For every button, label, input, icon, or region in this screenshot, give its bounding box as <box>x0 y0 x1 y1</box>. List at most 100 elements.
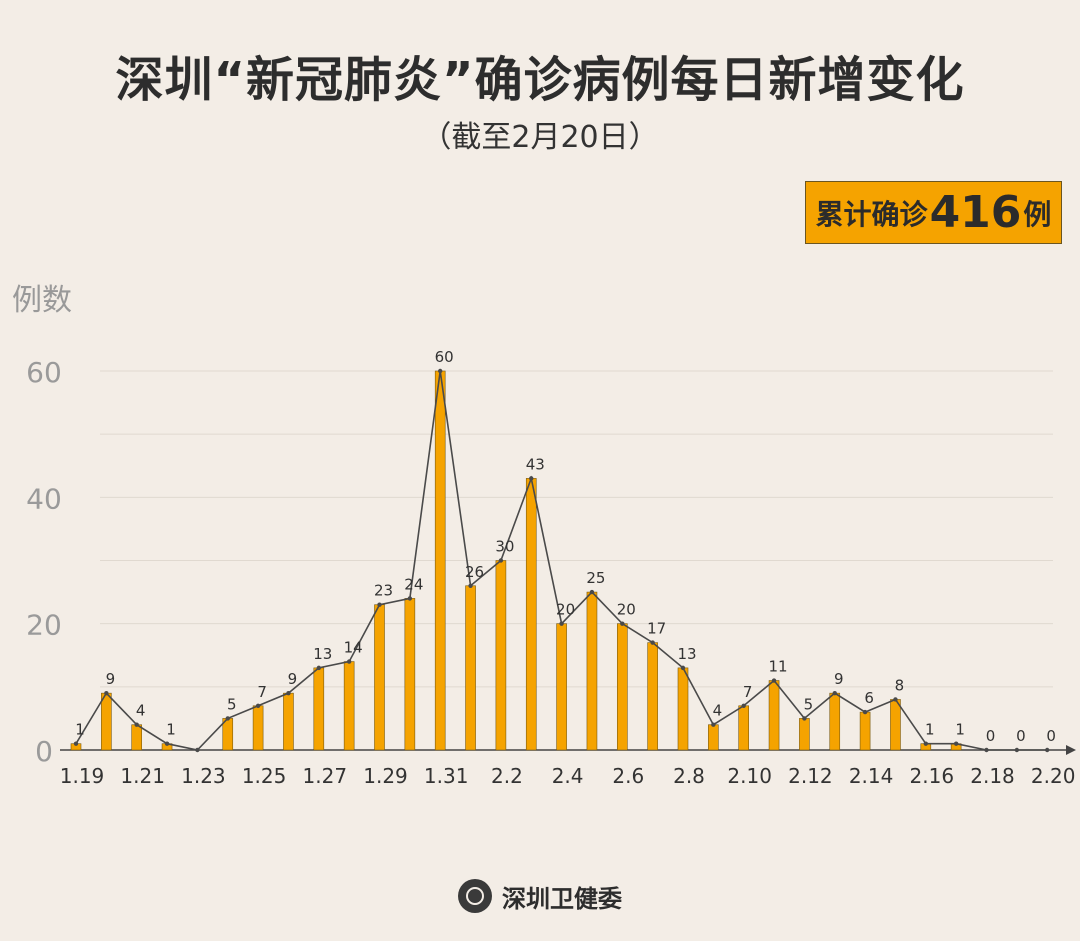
data-point <box>498 558 504 563</box>
total-prefix: 累计确诊 <box>815 197 928 231</box>
data-label: 14 <box>344 639 363 657</box>
y-tick-label: 60 <box>26 356 62 389</box>
bar <box>434 370 446 751</box>
health-commission-logo-icon <box>458 879 492 913</box>
data-label: 4 <box>136 702 146 720</box>
bar <box>343 661 355 751</box>
data-label: 1 <box>166 721 176 739</box>
x-tick-label: 1.25 <box>242 764 287 788</box>
chart-subtitle: （截至2月20日） <box>421 120 659 155</box>
y-tick-label: 40 <box>26 482 62 515</box>
data-label: 60 <box>435 348 454 366</box>
bar <box>616 623 628 751</box>
data-label: 9 <box>834 670 844 688</box>
data-point <box>377 602 382 607</box>
data-label: 13 <box>677 645 696 663</box>
data-point <box>346 659 352 664</box>
data-label: 4 <box>713 702 723 720</box>
data-point <box>862 709 868 715</box>
data-label: 1 <box>925 721 935 739</box>
x-tick-label: 2.8 <box>673 764 705 788</box>
total-suffix: 例 <box>1023 197 1052 231</box>
x-axis-arrow-icon <box>1066 745 1076 755</box>
bar <box>465 585 476 751</box>
data-point <box>468 583 473 588</box>
data-point <box>802 716 807 721</box>
total-cases-badge: 累计确诊 416 例 <box>805 181 1062 244</box>
data-point <box>407 596 413 601</box>
x-tick-label: 1.31 <box>424 764 469 788</box>
x-tick-label: 2.4 <box>552 764 584 788</box>
bar <box>556 623 567 751</box>
data-point <box>741 703 746 708</box>
data-point <box>953 741 959 746</box>
data-label: 1 <box>955 721 965 739</box>
bar <box>101 692 112 751</box>
bar <box>677 667 689 751</box>
x-tick-label: 2.16 <box>910 764 955 788</box>
bar <box>374 604 385 751</box>
x-tick-label: 2.2 <box>491 764 523 788</box>
bar <box>647 642 658 751</box>
data-label: 9 <box>288 670 298 688</box>
data-label: 0 <box>1046 727 1056 745</box>
footer-org: 深圳卫健委 <box>502 884 622 913</box>
y-tick-label: 20 <box>26 609 62 642</box>
data-label: 0 <box>1016 727 1026 745</box>
data-point <box>73 741 79 746</box>
data-label: 13 <box>313 645 332 663</box>
x-tick-label: 2.12 <box>788 764 833 788</box>
bar <box>829 692 841 751</box>
bar <box>252 705 264 751</box>
data-label: 23 <box>374 582 393 600</box>
x-tick-label: 1.29 <box>363 764 408 788</box>
data-point <box>771 678 777 683</box>
data-label: 9 <box>106 670 116 688</box>
data-point <box>1014 747 1020 753</box>
data-label: 11 <box>769 658 788 676</box>
data-point <box>923 741 928 746</box>
bar <box>738 705 750 751</box>
data-point <box>286 690 291 696</box>
data-point <box>589 589 595 595</box>
bar <box>768 680 780 751</box>
data-label: 8 <box>895 676 905 694</box>
data-label: 7 <box>743 683 753 701</box>
data-label: 5 <box>227 695 237 713</box>
y-tick-label: 0 <box>35 735 53 768</box>
bar <box>586 591 598 751</box>
data-label: 1 <box>75 721 85 739</box>
x-tick-label: 1.21 <box>120 764 165 788</box>
x-tick-label: 2.6 <box>612 764 644 788</box>
data-label: 17 <box>647 620 666 638</box>
data-point <box>559 621 564 626</box>
data-label: 30 <box>495 538 514 556</box>
x-tick-label: 1.23 <box>181 764 226 788</box>
data-point <box>1045 747 1050 753</box>
data-label: 7 <box>257 683 267 701</box>
bar <box>283 692 294 751</box>
data-point <box>255 703 261 708</box>
data-point <box>316 665 321 671</box>
data-label: 5 <box>804 695 814 713</box>
data-point <box>893 697 898 702</box>
bar <box>799 718 810 751</box>
data-point <box>529 476 534 481</box>
data-label: 20 <box>556 601 575 619</box>
data-point <box>164 741 170 746</box>
x-tick-label: 1.27 <box>303 764 348 788</box>
x-tick-label: 2.18 <box>970 764 1015 788</box>
data-label: 24 <box>404 575 423 593</box>
x-tick-label: 2.14 <box>849 764 894 788</box>
data-point <box>195 747 200 753</box>
data-point <box>438 368 443 374</box>
bar <box>890 699 901 751</box>
chart-title: 深圳“新冠肺炎”确诊病例每日新增变化 <box>115 52 965 108</box>
data-label: 25 <box>586 569 605 587</box>
footer: 深圳卫健委 <box>0 874 1080 918</box>
total-number: 416 <box>929 187 1022 238</box>
x-tick-label: 2.20 <box>1031 764 1076 788</box>
data-label: 0 <box>986 727 996 745</box>
data-label: 43 <box>526 455 545 473</box>
bar <box>525 478 537 751</box>
